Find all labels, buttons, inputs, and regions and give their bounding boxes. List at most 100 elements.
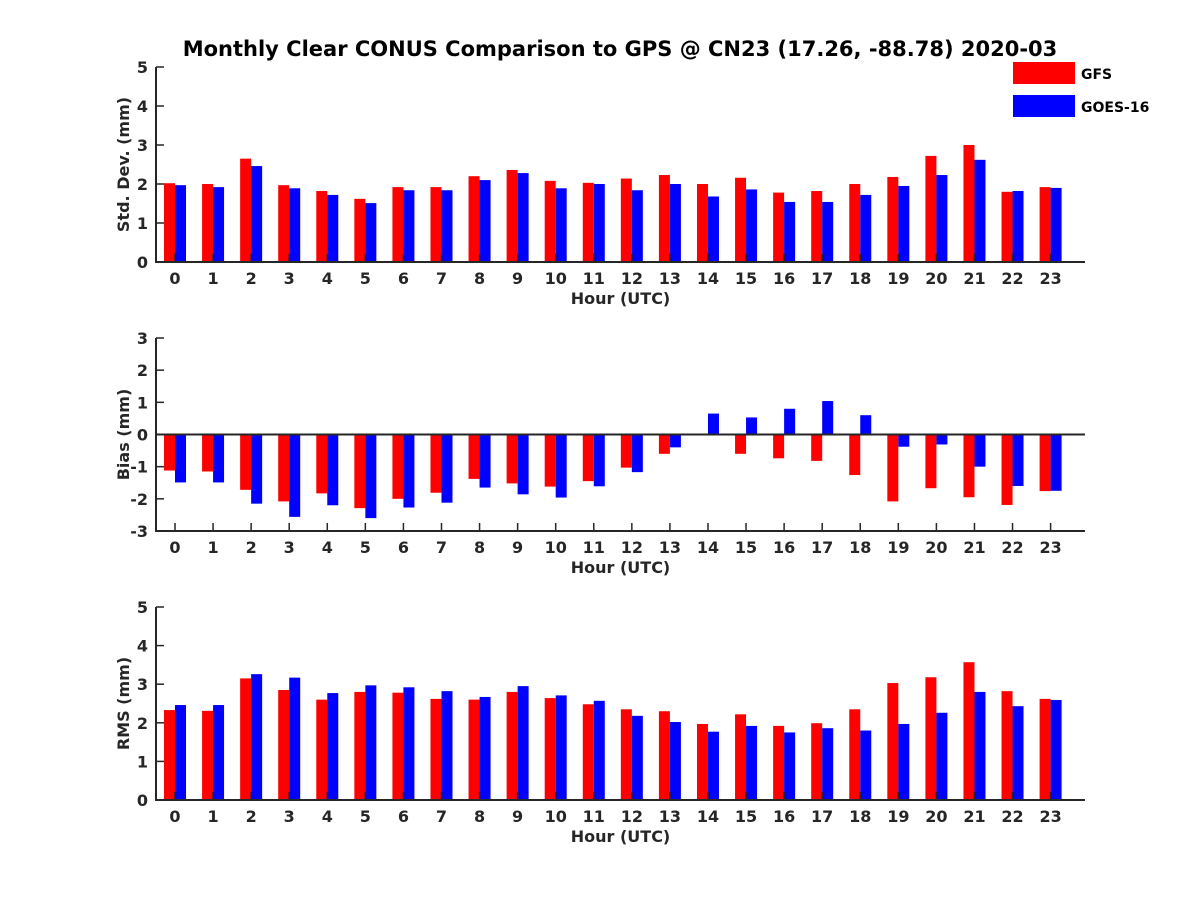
bar-rms-gfs-h20 xyxy=(925,677,937,800)
x-tick-label-rms: 4 xyxy=(322,807,333,826)
x-tick-label-bias: 6 xyxy=(398,538,409,557)
bar-std-goes16-h10 xyxy=(555,188,567,262)
bar-bias-goes16-h10 xyxy=(555,434,567,498)
x-tick-label-bias: 4 xyxy=(322,538,333,557)
x-tick-label-rms: 2 xyxy=(246,807,257,826)
bar-std-goes16-h2 xyxy=(251,166,263,262)
x-tick-label-std: 15 xyxy=(735,269,757,288)
x-tick-label-bias: 18 xyxy=(849,538,871,557)
bar-rms-goes16-h11 xyxy=(593,700,605,800)
bar-rms-gfs-h23 xyxy=(1039,698,1051,800)
bar-rms-gfs-h19 xyxy=(887,683,899,800)
bar-bias-goes16-h17 xyxy=(822,401,834,435)
bar-bias-goes16-h2 xyxy=(251,434,263,504)
bar-std-goes16-h8 xyxy=(479,180,491,262)
x-tick-label-std: 7 xyxy=(436,269,447,288)
bar-std-gfs-h7 xyxy=(430,187,442,262)
bar-std-goes16-h12 xyxy=(631,190,643,262)
bar-rms-goes16-h4 xyxy=(327,693,339,800)
y-tick-label-std: 1 xyxy=(137,214,148,233)
bar-bias-gfs-h7 xyxy=(430,434,442,493)
bar-std-goes16-h13 xyxy=(669,184,681,262)
x-tick-label-bias: 7 xyxy=(436,538,447,557)
bar-rms-goes16-h14 xyxy=(707,731,719,800)
bar-bias-goes16-h9 xyxy=(517,434,529,495)
x-tick-label-bias: 12 xyxy=(621,538,643,557)
bar-bias-goes16-h6 xyxy=(403,434,415,508)
bar-std-gfs-h14 xyxy=(696,184,708,262)
y-tick-label-rms: 2 xyxy=(137,714,148,733)
x-tick-label-rms: 13 xyxy=(659,807,681,826)
x-tick-label-bias: 21 xyxy=(963,538,985,557)
bar-std-gfs-h17 xyxy=(811,191,823,262)
bar-std-goes16-h23 xyxy=(1050,187,1062,262)
y-tick-label-rms: 4 xyxy=(137,637,148,656)
bar-bias-goes16-h18 xyxy=(860,415,872,435)
x-tick-label-std: 19 xyxy=(887,269,909,288)
x-tick-label-rms: 3 xyxy=(284,807,295,826)
bar-rms-gfs-h16 xyxy=(773,725,785,800)
bar-bias-gfs-h3 xyxy=(278,434,290,502)
bar-std-gfs-h12 xyxy=(620,178,632,262)
bar-std-gfs-h3 xyxy=(278,185,290,262)
bar-std-gfs-h5 xyxy=(354,198,366,262)
y-axis-label-std: Std. Dev. (mm) xyxy=(114,97,133,232)
bar-bias-goes16-h16 xyxy=(784,408,796,435)
x-tick-label-std: 21 xyxy=(963,269,985,288)
bar-rms-gfs-h2 xyxy=(240,678,252,800)
x-tick-label-rms: 22 xyxy=(1001,807,1023,826)
y-tick-label-bias: 1 xyxy=(137,393,148,412)
bar-bias-gfs-h19 xyxy=(887,434,899,502)
bar-std-goes16-h18 xyxy=(860,194,872,262)
bar-bias-gfs-h6 xyxy=(392,434,404,499)
bar-bias-gfs-h17 xyxy=(811,434,823,461)
bar-bias-goes16-h7 xyxy=(441,434,453,503)
bar-bias-goes16-h13 xyxy=(669,434,681,448)
bar-rms-goes16-h15 xyxy=(746,725,758,800)
bar-std-gfs-h6 xyxy=(392,187,404,262)
bar-std-goes16-h22 xyxy=(1012,191,1024,262)
bar-rms-goes16-h0 xyxy=(175,705,186,800)
bar-bias-gfs-h21 xyxy=(963,434,975,498)
bar-bias-gfs-h15 xyxy=(735,434,747,454)
x-tick-label-bias: 15 xyxy=(735,538,757,557)
bar-rms-gfs-h17 xyxy=(811,723,823,800)
legend-swatch-gfs xyxy=(1013,62,1075,84)
x-tick-label-rms: 9 xyxy=(512,807,523,826)
bar-rms-gfs-h15 xyxy=(735,714,747,800)
bar-std-gfs-h16 xyxy=(773,192,785,262)
x-tick-label-bias: 3 xyxy=(284,538,295,557)
y-tick-label-std: 2 xyxy=(137,175,148,194)
bar-rms-goes16-h8 xyxy=(479,696,491,800)
y-tick-label-std: 5 xyxy=(137,58,148,77)
bar-std-gfs-h18 xyxy=(849,184,861,262)
bar-std-goes16-h16 xyxy=(784,201,796,262)
bar-std-gfs-h20 xyxy=(925,155,937,262)
y-tick-label-rms: 1 xyxy=(137,752,148,771)
x-tick-label-std: 11 xyxy=(583,269,605,288)
bar-rms-goes16-h17 xyxy=(822,728,834,800)
bar-std-goes16-h17 xyxy=(822,201,834,262)
x-tick-label-rms: 21 xyxy=(963,807,985,826)
bar-std-gfs-h8 xyxy=(468,176,480,262)
x-axis-label-bias: Hour (UTC) xyxy=(571,558,671,577)
x-tick-label-bias: 5 xyxy=(360,538,371,557)
x-axis-label-std: Hour (UTC) xyxy=(571,289,671,308)
legend-label-gfs: GFS xyxy=(1081,67,1112,83)
x-tick-label-bias: 20 xyxy=(925,538,947,557)
bar-rms-gfs-h0 xyxy=(164,710,175,800)
legend-label-goes16: GOES-16 xyxy=(1081,100,1149,116)
bar-rms-goes16-h22 xyxy=(1012,706,1024,800)
bar-rms-goes16-h9 xyxy=(517,686,529,800)
x-tick-label-std: 0 xyxy=(169,269,180,288)
x-tick-label-std: 9 xyxy=(512,269,523,288)
bar-std-goes16-h3 xyxy=(289,188,301,262)
x-tick-label-std: 2 xyxy=(246,269,257,288)
bar-bias-gfs-h11 xyxy=(582,434,594,482)
x-tick-label-bias: 23 xyxy=(1039,538,1061,557)
y-tick-label-rms: 5 xyxy=(137,598,148,617)
